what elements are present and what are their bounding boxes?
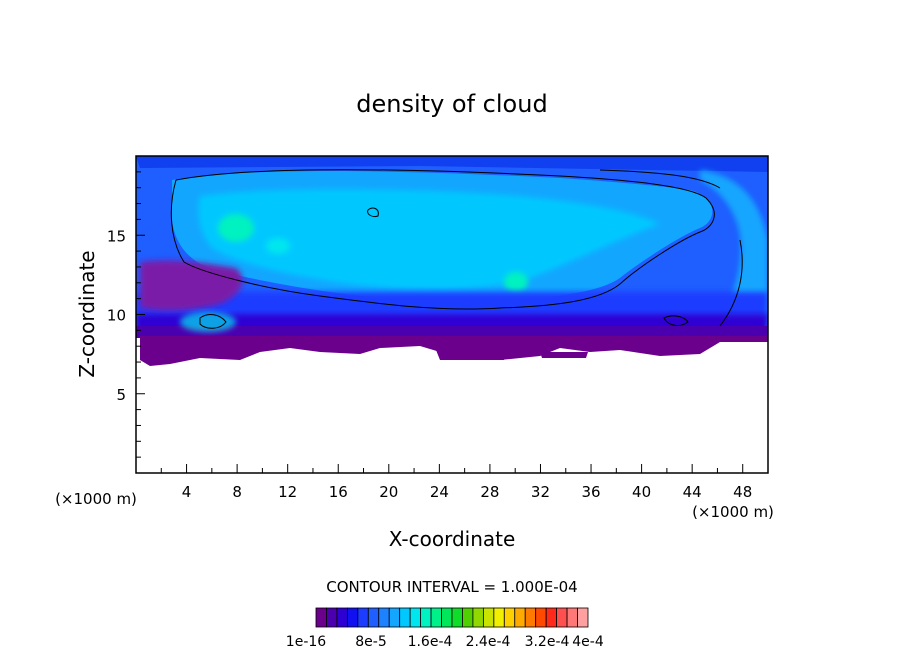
x-tick-label: 12 bbox=[278, 483, 297, 501]
colorbar-tick-label: 1e-16 bbox=[286, 634, 326, 650]
colorbar-tick-label: 1.6e-4 bbox=[408, 634, 453, 650]
colorbar-swatch bbox=[524, 607, 537, 628]
colorbar-swatch bbox=[577, 607, 589, 628]
x-unit-left: (×1000 m) bbox=[55, 490, 137, 508]
colorbar-swatch bbox=[535, 607, 547, 628]
heatmap-cell-left-purple bbox=[140, 260, 243, 311]
colorbar-swatch bbox=[566, 607, 578, 628]
colorbar-tick-label: 8e-5 bbox=[355, 634, 386, 650]
colorbar-swatch bbox=[326, 607, 338, 628]
colorbar-swatch bbox=[441, 607, 453, 628]
contour-line-upper bbox=[599, 169, 721, 189]
colorbar-swatch bbox=[482, 607, 495, 628]
heatmap-cell-lower-blue-3 bbox=[136, 326, 768, 338]
colorbar-swatch bbox=[514, 607, 526, 628]
colorbar-swatch bbox=[451, 607, 463, 628]
colorbar-labels: 1e-16 8e-5 1.6e-4 2.4e-4 3.2e-4 4e-4 bbox=[286, 634, 604, 650]
contour-line-inner-2 bbox=[199, 314, 227, 329]
x-tick-label: 8 bbox=[232, 483, 242, 501]
colorbar-tick-label: 3.2e-4 bbox=[525, 634, 570, 650]
colorbar-swatch bbox=[556, 607, 568, 628]
contour-line-inner-1 bbox=[367, 207, 379, 217]
y-tick-label: 10 bbox=[107, 307, 126, 325]
colorbar-swatch bbox=[336, 607, 348, 628]
heatmap-cell-anvil-core bbox=[198, 189, 660, 289]
heatmap-cell-lower-blue-1 bbox=[136, 292, 768, 318]
colorbar-swatch bbox=[399, 607, 411, 628]
colorbar-swatch bbox=[493, 607, 505, 628]
x-tick-label: 20 bbox=[379, 483, 398, 501]
colorbar-swatch bbox=[430, 607, 442, 628]
heatmap-cell-left-spots bbox=[180, 312, 236, 332]
x-tick-label: 24 bbox=[430, 483, 449, 501]
colorbar-swatch bbox=[545, 607, 558, 628]
heatmap-cell-core-spot-2 bbox=[266, 238, 290, 254]
y-tick-label: 15 bbox=[107, 227, 126, 245]
heatmap-cell-base-patch bbox=[436, 348, 504, 360]
contour-line-outer bbox=[170, 169, 715, 310]
y-tick-label: 5 bbox=[116, 386, 126, 404]
heatmap-cell-core-spot-3 bbox=[504, 272, 528, 292]
colorbar-swatch bbox=[388, 607, 401, 628]
colorbar-swatch bbox=[503, 607, 516, 628]
colorbar-swatch bbox=[346, 607, 359, 628]
x-tick-label: 4 bbox=[182, 483, 192, 501]
contour-line-right bbox=[719, 239, 743, 327]
heatmap-field bbox=[136, 156, 768, 473]
colorbar-tick-label: 4e-4 bbox=[572, 634, 604, 650]
x-axis: 4 8 12 16 20 24 28 32 36 40 44 48 bbox=[135, 464, 769, 501]
colorbar-tick-label: 2.4e-4 bbox=[466, 634, 511, 650]
colorbar bbox=[315, 607, 589, 628]
x-tick-label: 44 bbox=[683, 483, 702, 501]
x-tick-label: 36 bbox=[581, 483, 600, 501]
contour-interval-label: CONTOUR INTERVAL = 1.000E-04 bbox=[326, 578, 577, 596]
x-tick-label: 28 bbox=[480, 483, 499, 501]
heatmap-cell-core-spot-1 bbox=[218, 214, 254, 242]
colorbar-swatch bbox=[462, 607, 474, 628]
chart-title: density of cloud bbox=[356, 90, 547, 118]
x-unit-right: (×1000 m) bbox=[692, 503, 774, 521]
x-tick-label: 48 bbox=[733, 483, 752, 501]
colorbar-swatch bbox=[378, 607, 390, 628]
colorbar-swatch bbox=[357, 607, 369, 628]
colorbar-swatch bbox=[409, 607, 422, 628]
x-axis-label: X-coordinate bbox=[389, 527, 516, 551]
x-tick-label: 16 bbox=[329, 483, 348, 501]
colorbar-swatch bbox=[420, 607, 432, 628]
colorbar-swatch bbox=[315, 607, 327, 628]
y-axis-label: Z-coordinate bbox=[75, 250, 99, 377]
x-tick-label: 32 bbox=[531, 483, 550, 501]
heatmap-cell-dark-top-edge bbox=[136, 156, 768, 172]
heatmap-cell-right-plume bbox=[700, 170, 768, 332]
colorbar-swatch bbox=[472, 607, 484, 628]
y-axis: 5 10 15 bbox=[107, 155, 145, 474]
contour-line-inner-3 bbox=[663, 315, 689, 326]
x-tick-label: 40 bbox=[632, 483, 651, 501]
colorbar-swatch bbox=[367, 607, 380, 628]
heatmap-cell-base-patch-2 bbox=[540, 352, 588, 358]
